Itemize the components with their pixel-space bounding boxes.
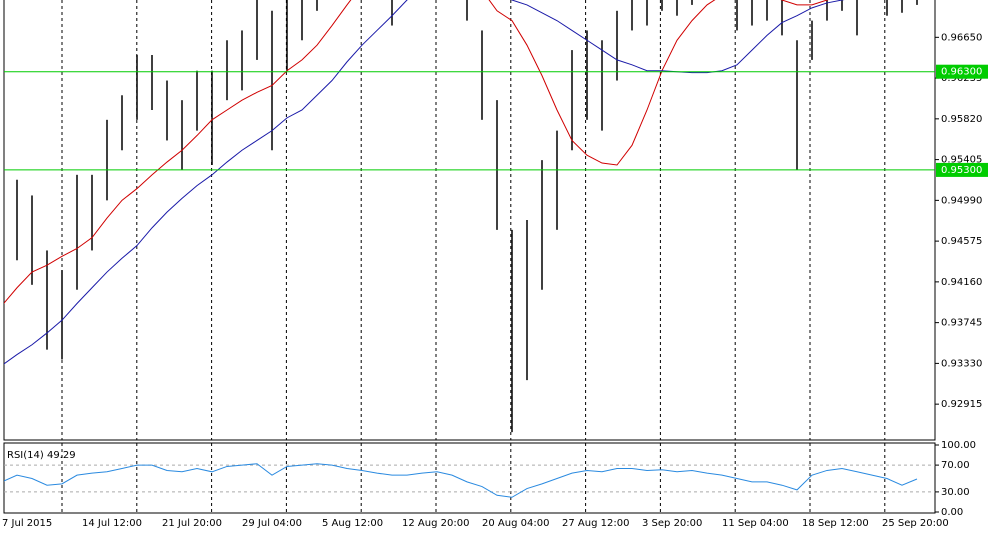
level-label: 0.96300 (941, 67, 982, 78)
moving-average (4, 0, 829, 304)
price-plot (4, 0, 935, 433)
y-tick-label: 30.00 (941, 487, 970, 498)
rsi-line (4, 463, 918, 498)
x-tick-label: 25 Sep 20:00 (882, 518, 949, 529)
y-tick-label: 0.96650 (941, 32, 982, 43)
x-tick-label: 20 Aug 04:00 (482, 518, 549, 529)
y-tick-label: 0.92915 (941, 399, 982, 410)
y-tick-label: 0.95820 (941, 114, 982, 125)
main-panel (3, 0, 936, 441)
y-tick-label: 100.00 (941, 440, 976, 451)
y-tick-label: 0.93745 (941, 318, 982, 329)
level-label-box (936, 162, 988, 177)
rsi-plot (4, 463, 935, 498)
x-tick-label: 14 Jul 12:00 (82, 518, 142, 529)
y-tick-label: 0.93330 (941, 358, 982, 369)
x-tick-label: 3 Sep 20:00 (642, 518, 702, 529)
x-tick-label: 29 Jul 04:00 (242, 518, 302, 529)
x-tick-label: 18 Sep 12:00 (802, 518, 869, 529)
x-tick-label: 21 Jul 20:00 (162, 518, 222, 529)
y-tick-label: 0.94990 (941, 195, 982, 206)
x-tick-label: 12 Aug 20:00 (402, 518, 469, 529)
axes: 0.966500.962350.958200.954050.949900.945… (2, 32, 988, 529)
y-tick-label: 0.95405 (941, 155, 982, 166)
moving-average (4, 0, 845, 365)
y-tick-label: 0.94160 (941, 277, 982, 288)
x-tick-label: 11 Sep 04:00 (722, 518, 789, 529)
vertical-grid (61, 0, 886, 513)
y-tick-label: 0.00 (941, 507, 963, 518)
y-tick-label: 0.94575 (941, 236, 982, 247)
level-label-box (936, 64, 988, 79)
rsi-panel (3, 442, 936, 514)
x-tick-label: 27 Aug 12:00 (562, 518, 629, 529)
rsi-title: RSI(14) 49.29 (7, 450, 76, 461)
y-tick-label: 70.00 (941, 460, 970, 471)
level-label: 0.95300 (941, 165, 982, 176)
x-tick-label: 7 Jul 2015 (2, 518, 52, 529)
x-tick-label: 5 Aug 12:00 (322, 518, 383, 529)
